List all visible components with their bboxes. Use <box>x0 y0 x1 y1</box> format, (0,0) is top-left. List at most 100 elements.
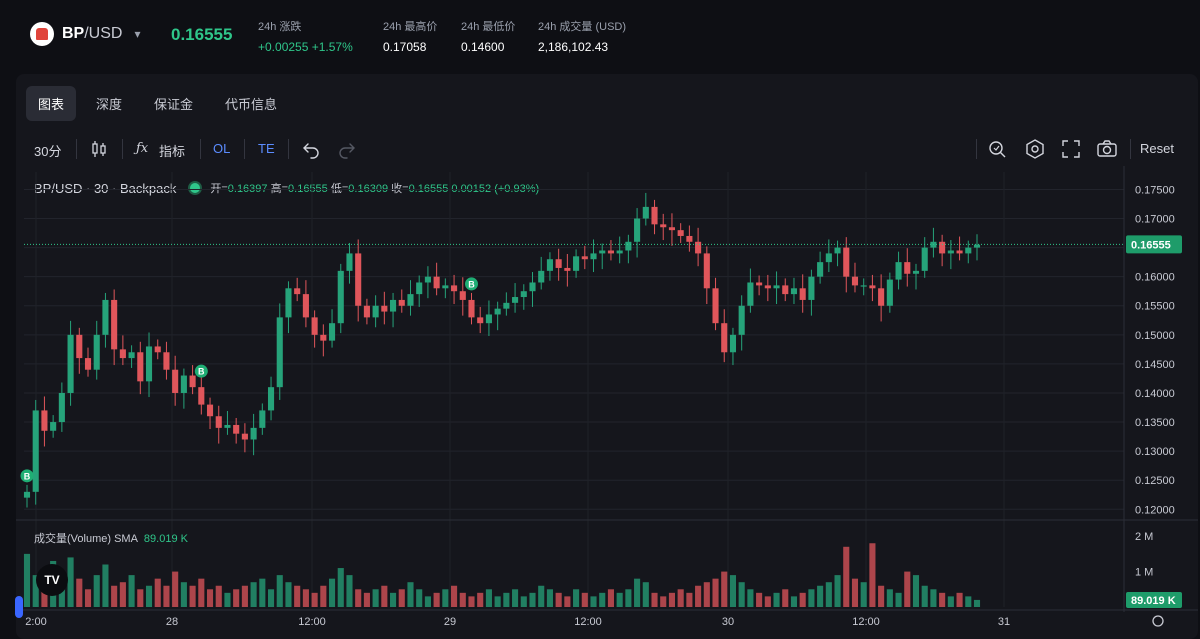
volume-bar <box>555 592 562 607</box>
volume-tick-label: 2 M <box>1135 531 1153 543</box>
candle <box>259 410 266 428</box>
camera-icon[interactable] <box>1096 138 1118 160</box>
te-button[interactable]: TE <box>258 141 275 156</box>
price-tick-label: 0.16000 <box>1135 272 1175 284</box>
candle <box>459 291 466 300</box>
candle <box>886 279 893 306</box>
volume-bar <box>546 589 553 607</box>
volume-bar <box>137 589 144 607</box>
reset-button[interactable]: Reset <box>1140 141 1174 156</box>
axis-settings-icon <box>1152 615 1164 627</box>
tab-token-info[interactable]: 代币信息 <box>225 97 278 112</box>
candle <box>869 285 876 289</box>
price-tick-label: 0.15000 <box>1135 330 1175 342</box>
candle <box>573 256 580 271</box>
candle <box>634 218 641 242</box>
price-tick-label: 0.15500 <box>1135 301 1175 313</box>
candle <box>546 259 553 271</box>
ol-button[interactable]: OL <box>213 141 231 156</box>
candle <box>520 291 527 298</box>
candle <box>163 352 170 370</box>
candle <box>416 282 423 295</box>
candle <box>311 317 318 335</box>
volume-bar <box>111 585 118 607</box>
volume-bar <box>677 589 684 607</box>
volume-bar <box>947 596 954 607</box>
candle <box>625 241 632 251</box>
volume-bar <box>851 578 859 607</box>
candle <box>738 305 745 335</box>
volume-bar <box>320 585 327 607</box>
interval-button[interactable]: 30分 <box>34 144 62 159</box>
candle <box>76 334 83 359</box>
price-tick-label: 0.13500 <box>1135 417 1175 429</box>
volume-bar <box>381 585 388 607</box>
indicators-button[interactable]: 指标 <box>159 144 186 159</box>
buy-marker <box>464 277 478 291</box>
candle <box>346 253 353 271</box>
candle <box>817 262 824 277</box>
settings-hexagon-icon[interactable] <box>1024 138 1046 160</box>
candle <box>590 253 597 260</box>
candle <box>808 276 815 300</box>
candle <box>965 247 972 254</box>
volume-bar <box>799 592 806 607</box>
volume-bar <box>485 589 492 607</box>
candle <box>703 253 710 289</box>
price-tick-label: 0.12000 <box>1135 504 1175 516</box>
buy-marker-label: B <box>468 279 475 289</box>
volume-bar <box>834 575 841 607</box>
volume-bar <box>285 582 292 607</box>
pair-selector[interactable]: BP/USD ▾ <box>30 22 141 46</box>
volume-sma-label: 89.019 K <box>1131 595 1176 607</box>
candle <box>764 285 771 289</box>
fx-icon[interactable]: ƒx <box>136 141 149 156</box>
volume-bar <box>703 582 710 607</box>
volume-bar <box>451 585 458 607</box>
price-tick-label: 0.14000 <box>1135 388 1175 400</box>
candle <box>442 285 449 289</box>
tab-margin[interactable]: 保证金 <box>154 97 194 112</box>
volume-bar <box>390 592 397 607</box>
buy-marker-label: B <box>198 367 205 377</box>
candle <box>41 410 48 431</box>
candle <box>581 256 588 260</box>
current-price-badge <box>1126 235 1182 254</box>
candle <box>84 358 92 370</box>
candle <box>503 302 510 309</box>
chevron-down-icon[interactable]: ▾ <box>134 27 141 41</box>
time-tick-label: 29 <box>444 616 456 628</box>
candle <box>555 259 562 268</box>
volume-bar <box>302 589 309 607</box>
candle <box>102 299 109 335</box>
volume-bar <box>23 553 31 607</box>
fullscreen-icon[interactable] <box>1060 138 1082 160</box>
pair-name: BP/USD <box>62 25 123 42</box>
candle <box>677 230 684 236</box>
tab-chart[interactable]: 图表 <box>26 86 77 121</box>
volume-bar <box>67 557 74 607</box>
volume-bar <box>477 592 484 607</box>
candle <box>686 235 693 242</box>
undo-icon[interactable] <box>300 138 322 160</box>
volume-bar <box>233 589 240 607</box>
scroll-handle[interactable] <box>15 596 23 618</box>
candle <box>320 334 327 341</box>
magnifier-settings-icon[interactable] <box>986 138 1008 160</box>
candle <box>538 270 545 283</box>
tradingview-logo-icon[interactable]: TV <box>36 564 68 596</box>
candle <box>756 282 763 286</box>
redo-icon[interactable] <box>336 138 358 160</box>
volume-bar <box>328 578 336 607</box>
time-tick-label: 30 <box>722 616 734 628</box>
volume-bar <box>686 592 693 607</box>
tab-depth[interactable]: 深度 <box>96 97 123 112</box>
candle <box>154 346 161 353</box>
chart-tabs: 图表 深度 保证金 代币信息 <box>26 86 289 121</box>
volume-bar <box>468 596 475 607</box>
volume-bar <box>860 582 867 607</box>
candle <box>782 285 789 295</box>
volume-bar <box>267 589 275 607</box>
candle-type-icon[interactable] <box>88 138 110 160</box>
volume-bar <box>346 575 353 607</box>
